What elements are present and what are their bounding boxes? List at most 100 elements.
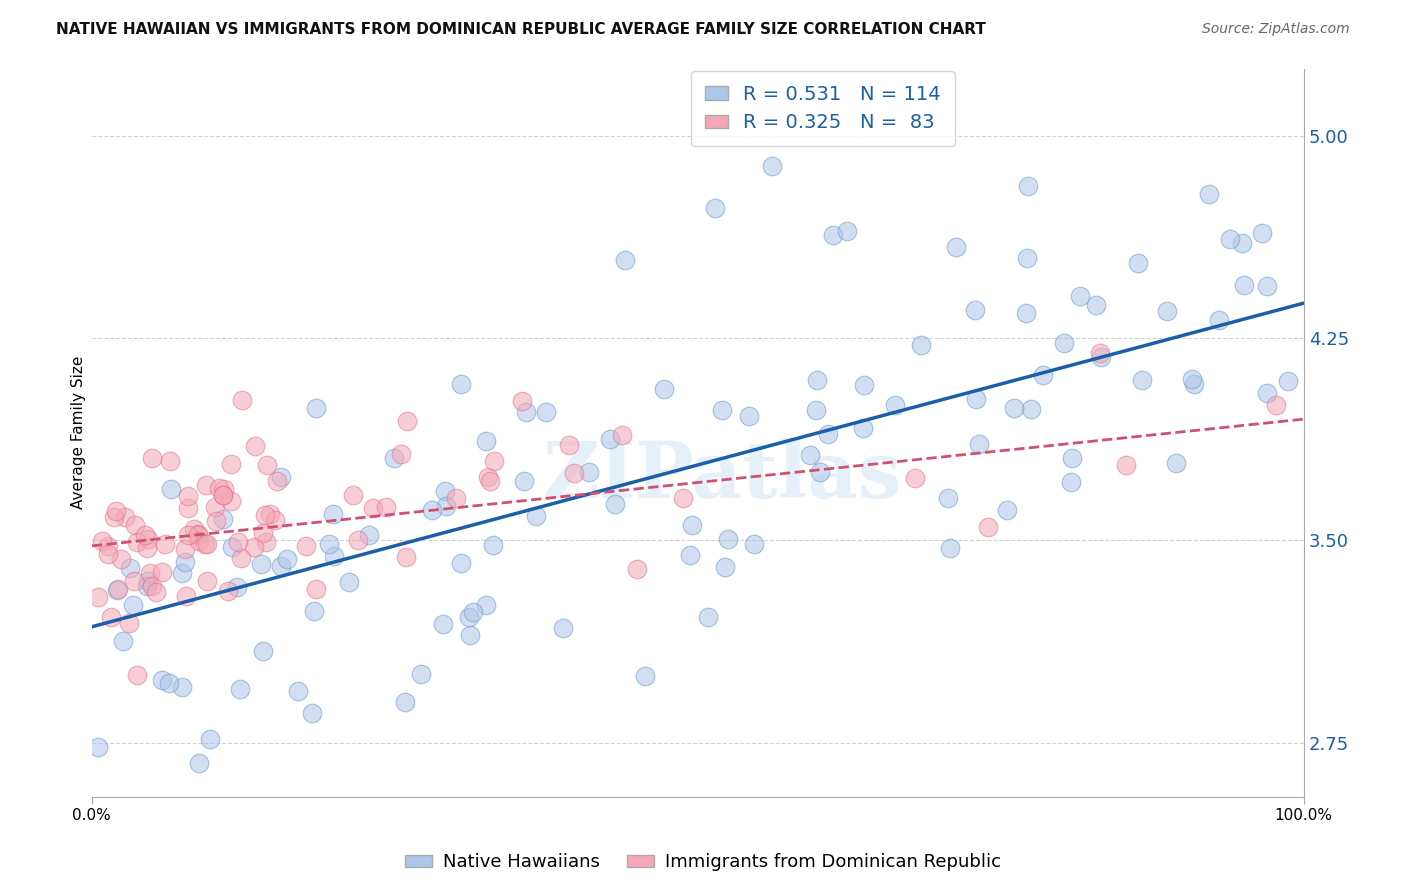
- Point: [322, 549, 344, 563]
- Legend: R = 0.531   N = 114, R = 0.325   N =  83: R = 0.531 N = 114, R = 0.325 N = 83: [690, 71, 955, 146]
- Point: [904, 471, 927, 485]
- Point: [1277, 374, 1299, 388]
- Point: [301, 706, 323, 720]
- Point: [551, 621, 574, 635]
- Point: [87, 740, 110, 755]
- Point: [458, 628, 481, 642]
- Point: [208, 481, 231, 495]
- Point: [1002, 401, 1025, 415]
- Point: [263, 513, 285, 527]
- Point: [104, 504, 127, 518]
- Point: [187, 527, 209, 541]
- Point: [806, 373, 828, 387]
- Point: [194, 477, 217, 491]
- Point: [965, 392, 987, 406]
- Point: [939, 541, 962, 555]
- Point: [852, 421, 875, 435]
- Point: [100, 610, 122, 624]
- Point: [1060, 475, 1083, 490]
- Point: [681, 517, 703, 532]
- Point: [305, 401, 328, 416]
- Point: [1265, 398, 1288, 412]
- Point: [1182, 377, 1205, 392]
- Point: [305, 582, 328, 596]
- Point: [382, 451, 405, 466]
- Point: [170, 680, 193, 694]
- Point: [212, 482, 235, 496]
- Point: [347, 533, 370, 547]
- Point: [389, 447, 412, 461]
- Point: [433, 484, 456, 499]
- Point: [1085, 298, 1108, 312]
- Point: [259, 508, 281, 522]
- Y-axis label: Average Family Size: Average Family Size: [72, 356, 86, 509]
- Point: [450, 377, 472, 392]
- Point: [176, 501, 198, 516]
- Point: [475, 434, 498, 449]
- Point: [938, 491, 960, 505]
- Point: [965, 303, 987, 318]
- Point: [174, 542, 197, 557]
- Point: [97, 539, 120, 553]
- Point: [450, 557, 472, 571]
- Point: [198, 731, 221, 746]
- Point: [322, 507, 344, 521]
- Point: [513, 474, 536, 488]
- Point: [183, 522, 205, 536]
- Point: [254, 535, 277, 549]
- Point: [599, 432, 621, 446]
- Point: [125, 667, 148, 681]
- Point: [997, 503, 1019, 517]
- Point: [1060, 451, 1083, 466]
- Point: [194, 536, 217, 550]
- Point: [697, 610, 720, 624]
- Point: [141, 450, 163, 465]
- Point: [302, 603, 325, 617]
- Point: [122, 574, 145, 589]
- Point: [342, 488, 364, 502]
- Point: [1069, 288, 1091, 302]
- Point: [205, 514, 228, 528]
- Point: [228, 681, 250, 696]
- Point: [1198, 187, 1220, 202]
- Point: [159, 482, 181, 496]
- Point: [461, 605, 484, 619]
- Point: [172, 566, 194, 580]
- Point: [139, 566, 162, 580]
- Point: [672, 491, 695, 506]
- Point: [738, 409, 761, 423]
- Point: [219, 494, 242, 508]
- Point: [409, 667, 432, 681]
- Point: [883, 398, 905, 412]
- Point: [103, 510, 125, 524]
- Point: [652, 382, 675, 396]
- Point: [434, 499, 457, 513]
- Point: [1115, 458, 1137, 472]
- Point: [135, 578, 157, 592]
- Point: [558, 438, 581, 452]
- Point: [174, 555, 197, 569]
- Point: [711, 403, 734, 417]
- Point: [817, 426, 839, 441]
- Point: [534, 405, 557, 419]
- Point: [806, 403, 828, 417]
- Point: [204, 500, 226, 515]
- Point: [174, 590, 197, 604]
- Point: [395, 414, 418, 428]
- Point: [318, 537, 340, 551]
- Point: [105, 582, 128, 597]
- Point: [1166, 456, 1188, 470]
- Point: [107, 582, 129, 596]
- Point: [605, 496, 627, 510]
- Point: [1230, 235, 1253, 250]
- Point: [967, 437, 990, 451]
- Point: [256, 458, 278, 473]
- Point: [226, 534, 249, 549]
- Point: [177, 528, 200, 542]
- Point: [177, 489, 200, 503]
- Point: [1053, 336, 1076, 351]
- Point: [231, 393, 253, 408]
- Point: [610, 428, 633, 442]
- Point: [110, 552, 132, 566]
- Point: [1015, 252, 1038, 266]
